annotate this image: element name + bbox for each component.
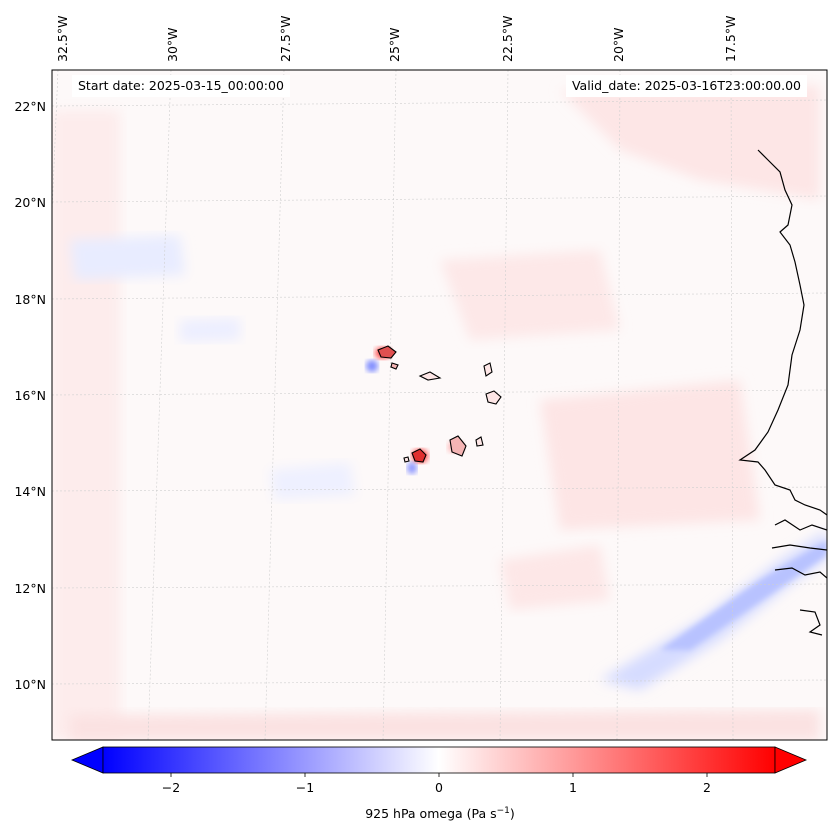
colorbar-tick: 1 [569,780,577,795]
lon-label: 30°W [165,27,180,62]
lon-label: 20°W [611,27,626,62]
cape-verde-islands [377,345,502,463]
lat-label: 22°N [14,99,46,114]
graticule [52,70,827,740]
colorbar-title-end: ) [509,806,515,822]
map-frame [51,69,828,741]
lon-label: 32.5°W [55,16,70,62]
lon-label: 17.5°W [723,16,738,62]
lon-label: 27.5°W [278,16,293,62]
colorbar-max-arrow [774,746,808,774]
start-date-label: Start date: 2025-03-15_00:00:00 [72,75,290,97]
lat-label: 12°N [14,581,46,596]
colorbar-title-exponent: −1 [496,806,510,816]
colorbar: −2 −1 0 1 2 [70,746,808,795]
colorbar-tick: 2 [703,780,711,795]
lon-label: 25°W [387,27,402,62]
longitude-labels: 32.5°W 30°W 27.5°W 25°W 22.5°W 20°W 17.5… [55,16,738,62]
colorbar-bar [102,746,776,774]
colorbar-title-main: 925 hPa omega (Pa s [365,806,497,822]
colorbar-tick: 0 [435,780,443,795]
colorbar-tick: −2 [162,780,180,795]
latitude-labels: 22°N 20°N 18°N 16°N 14°N 12°N 10°N [14,99,46,692]
omega-field [52,85,827,740]
lat-label: 20°N [14,195,46,210]
coastlines [738,149,827,636]
colorbar-tick: −1 [296,780,314,795]
lat-label: 10°N [14,677,46,692]
valid-date-label: Valid_date: 2025-03-16T23:00:00.00 [565,75,807,97]
lat-label: 14°N [14,484,46,499]
lat-label: 18°N [14,292,46,307]
colorbar-title: 925 hPa omega (Pa s−1) [0,806,837,821]
colorbar-min-arrow [70,746,104,774]
lon-label: 22.5°W [500,16,515,62]
lat-label: 16°N [14,388,46,403]
